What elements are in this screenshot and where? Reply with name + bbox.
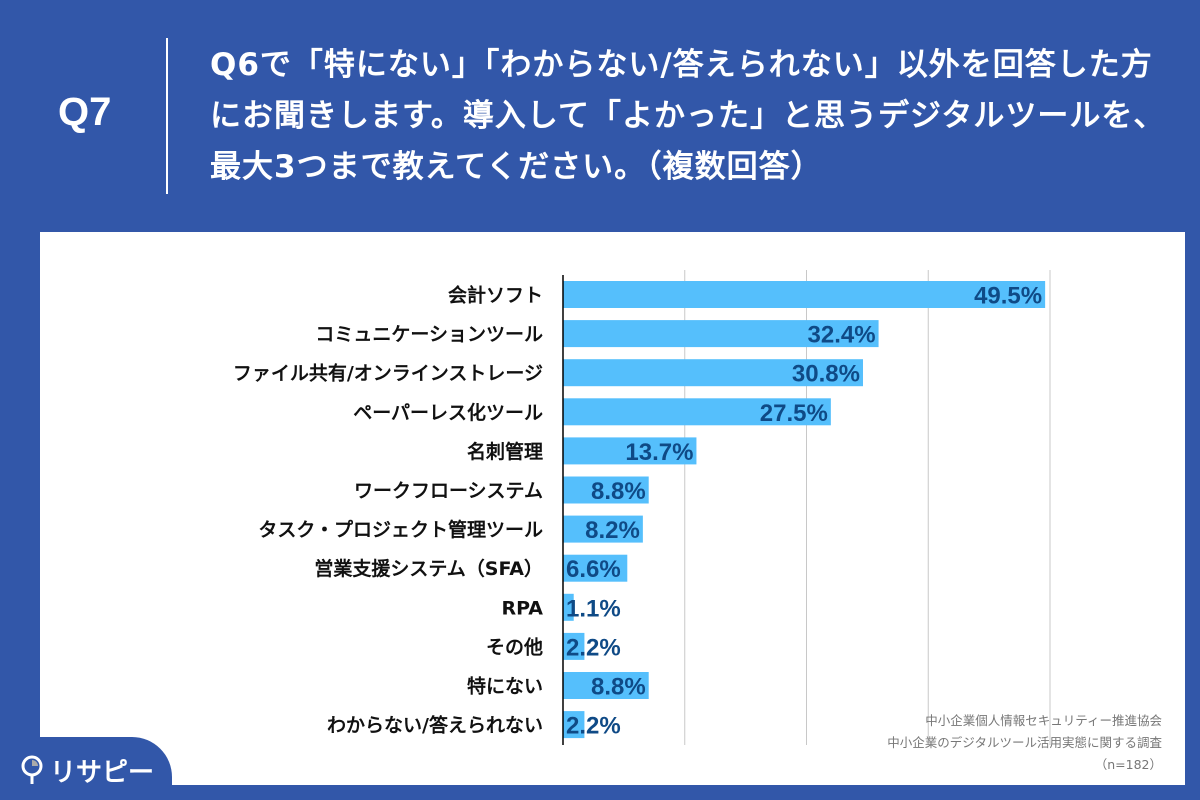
data-label: 13.7% [625,439,693,466]
category-label: わからない/答えられない [327,714,543,737]
category-label: 名刺管理 [467,440,543,463]
bar [563,398,831,426]
data-label: 2.2% [566,634,621,661]
bar [563,672,649,699]
bar [563,359,863,387]
source-note: 中小企業個人情報セキュリティー推進協会 中小企業のデジタルツール活用実態に関する… [887,710,1162,776]
sample-size: （n=182） [1094,757,1162,772]
data-label: 1.1% [566,595,621,622]
category-label: その他 [486,635,543,658]
data-label: 32.4% [808,322,876,349]
category-label: ファイル共有/オンラインストレージ [233,362,543,385]
category-label: ワークフローシステム [354,480,543,502]
pin-icon [21,755,43,784]
source-org: 中小企業個人情報セキュリティー推進協会 [925,713,1162,728]
divider [166,38,168,194]
data-label: 49.5% [974,283,1042,310]
bar [563,711,585,739]
logo-tab [0,737,172,800]
bar [563,554,628,582]
data-label: 8.8% [591,478,646,505]
category-label: タスク・プロジェクト管理ツール [258,518,543,541]
bar [563,476,649,504]
bar [563,515,643,543]
source-survey: 中小企業のデジタルツール活用実態に関する調査 [887,735,1162,750]
bar [563,593,574,621]
data-label: 30.8% [792,361,860,388]
category-label: コミュニケーションツール [315,324,543,346]
category-label: 営業支援システム（SFA） [314,557,543,580]
data-label: 6.6% [566,556,621,583]
category-label: RPA [501,597,543,619]
category-label: 会計ソフト [448,284,543,307]
category-label: ペーパーレス化ツール [353,401,543,424]
question-text: Q6で「特にない」「わからない/答えられない」以外を回答した方にお聞きします。導… [210,47,1166,185]
bar [563,632,585,660]
data-label: 8.8% [591,674,646,701]
logo: リサピー [20,752,154,789]
data-label: 2.2% [566,713,621,740]
data-label: 27.5% [760,400,828,427]
logo-text: リサピー [50,758,155,788]
bar [563,437,697,465]
data-label: 8.2% [585,517,640,544]
bar [563,281,1046,308]
question-number: Q7 [58,90,112,134]
bar [563,320,879,348]
category-label: 特にない [467,676,543,698]
